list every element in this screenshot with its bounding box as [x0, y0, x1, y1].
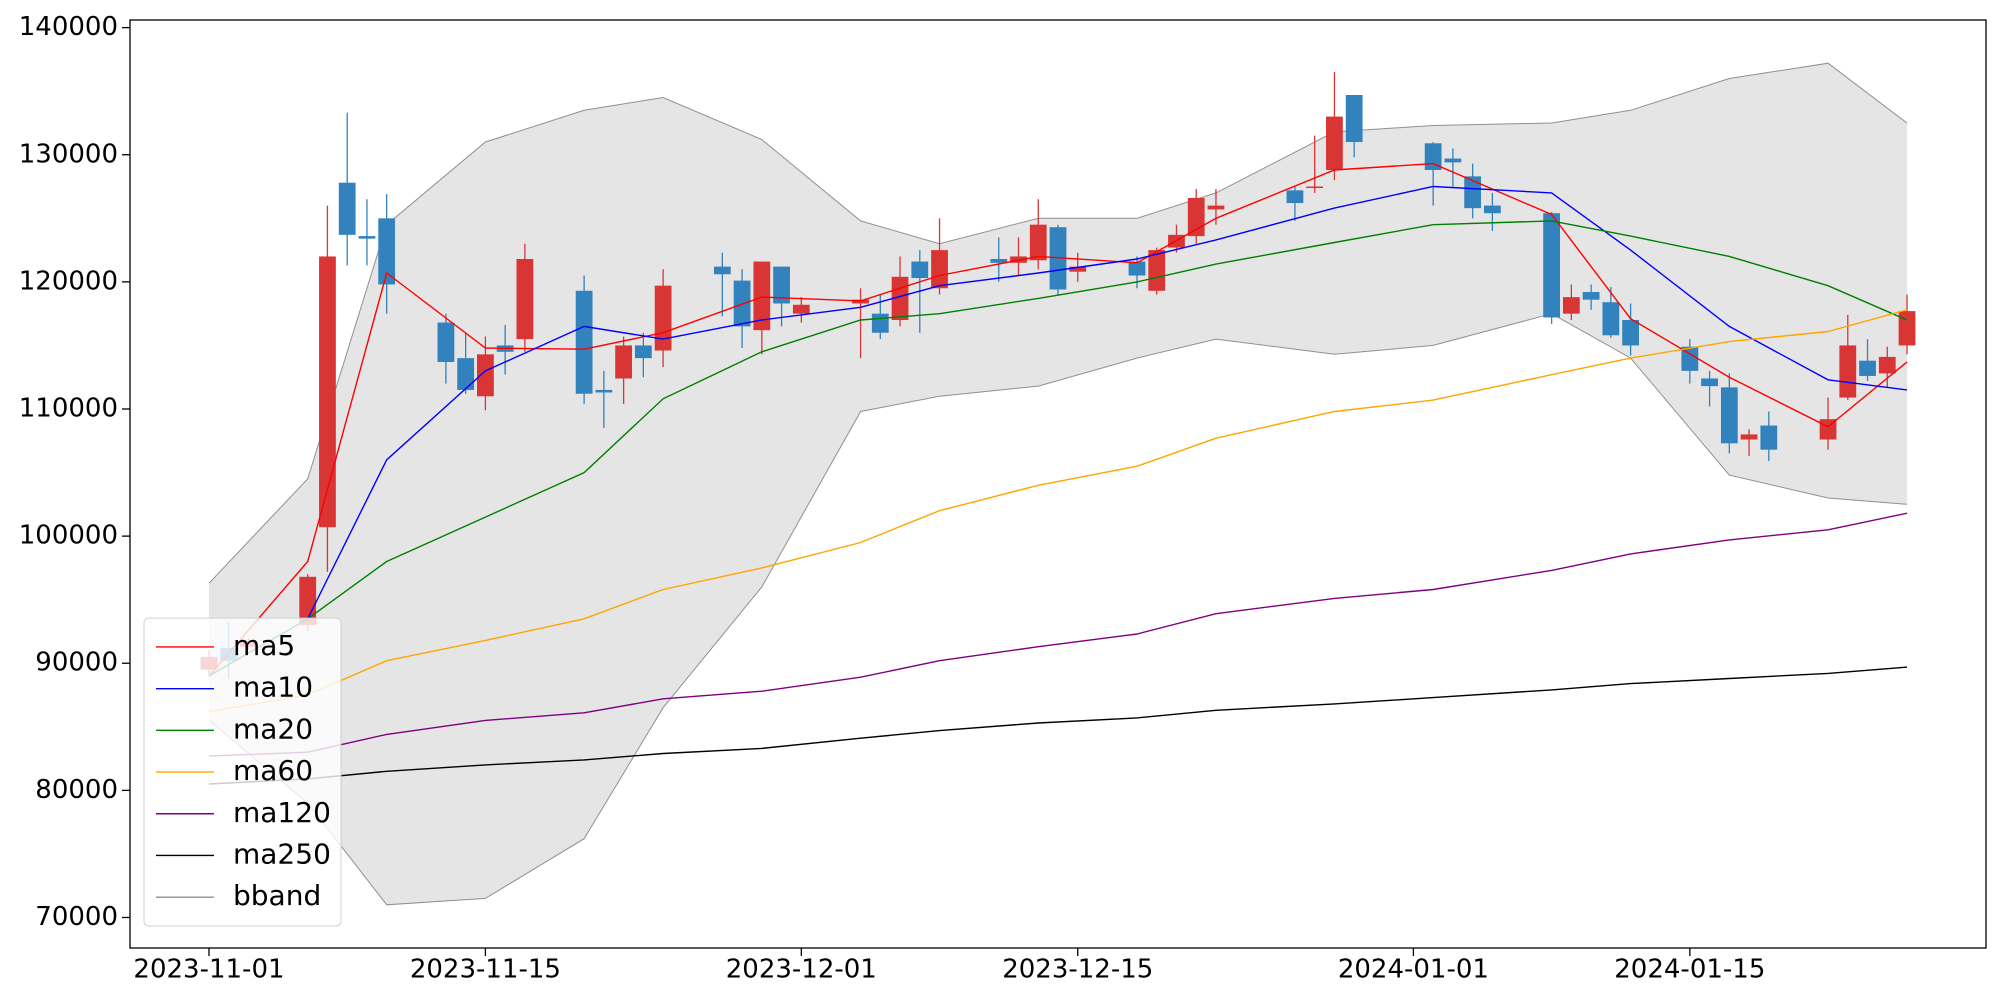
y-tick-label: 70000 [35, 902, 118, 932]
bband-fill [208, 63, 1908, 905]
ma-line [208, 162, 1908, 677]
candle-body [1069, 266, 1087, 272]
candle-body [1207, 205, 1225, 210]
candle-body [1148, 250, 1166, 291]
candle-body [319, 256, 336, 528]
candle-body [575, 290, 593, 394]
candle-body [1740, 434, 1758, 440]
candle-body [1562, 297, 1580, 314]
candle-body [990, 258, 1008, 263]
x-tick-label: 2024-01-15 [1614, 955, 1765, 985]
candle-body [595, 389, 613, 393]
y-tick-label: 140000 [19, 12, 118, 42]
candle-body [1345, 95, 1363, 143]
x-tick-label: 2023-11-15 [410, 955, 561, 985]
candle-body [437, 322, 455, 362]
candle-body [1306, 186, 1324, 189]
ma-line [208, 666, 1908, 785]
candle-body [1760, 425, 1778, 450]
candle-body [634, 345, 652, 359]
y-tick-label: 100000 [19, 521, 118, 551]
legend: ma5 ma10 ma20 ma60 ma120 ma250 bband [143, 617, 342, 927]
y-tick-label: 130000 [19, 139, 118, 169]
candle-body [1029, 224, 1047, 261]
legend-box [143, 617, 342, 927]
ma-line [208, 220, 1908, 677]
y-tick-label: 90000 [35, 648, 118, 678]
candle-body [378, 218, 396, 285]
ma-line [208, 512, 1908, 757]
candle-body [654, 285, 672, 351]
legend-label: ma120 [233, 796, 331, 829]
candle-body [931, 250, 948, 289]
candle-body [1483, 205, 1501, 214]
candle-body [1128, 261, 1146, 276]
candle-body [753, 261, 771, 331]
candle-body [1701, 378, 1718, 387]
candle-body [911, 261, 929, 279]
candle-body [338, 182, 356, 235]
y-tick-label: 120000 [19, 266, 118, 296]
candle-body [773, 266, 790, 304]
y-tick-label: 80000 [35, 775, 118, 805]
candle-body [1681, 346, 1699, 371]
candle-body [1622, 320, 1639, 346]
plot-frame [129, 19, 1987, 949]
candle-body [615, 345, 633, 379]
candle-body [457, 358, 475, 390]
candle-body [871, 313, 889, 333]
x-tick-label: 2023-12-01 [726, 955, 877, 985]
candle-body [1602, 302, 1620, 336]
legend-label: bband [233, 879, 321, 912]
candle-body [1286, 190, 1304, 204]
candle-body [516, 258, 534, 340]
x-tick-label: 2024-01-01 [1338, 955, 1489, 985]
ma-line [208, 185, 1908, 677]
y-tick-label: 110000 [19, 393, 118, 423]
candle-body [1444, 158, 1462, 163]
candle-body [891, 276, 909, 321]
candle-body [713, 266, 731, 275]
x-tick-label: 2023-11-01 [133, 955, 284, 985]
legend-label: ma5 [233, 629, 295, 662]
candle-body [1878, 356, 1896, 374]
candle-body [1720, 387, 1738, 444]
candle-body [358, 236, 376, 239]
candle-body [792, 304, 810, 314]
legend-label: ma60 [233, 754, 313, 787]
candle-body [1543, 213, 1561, 318]
legend-label: ma250 [233, 837, 331, 870]
candle-body [1326, 116, 1343, 171]
legend-label: ma20 [233, 712, 313, 745]
candle-body [1859, 360, 1876, 376]
candle-body [299, 576, 317, 626]
ma-line [208, 309, 1908, 713]
candle-body [1187, 197, 1205, 237]
candle-body [1464, 176, 1482, 209]
candle-body [1839, 345, 1857, 398]
x-tick-label: 2023-12-15 [1002, 955, 1153, 985]
legend-label: ma10 [233, 671, 313, 704]
candle-body [477, 354, 494, 397]
candle-body [1582, 292, 1600, 300]
candle-body [1898, 311, 1916, 346]
